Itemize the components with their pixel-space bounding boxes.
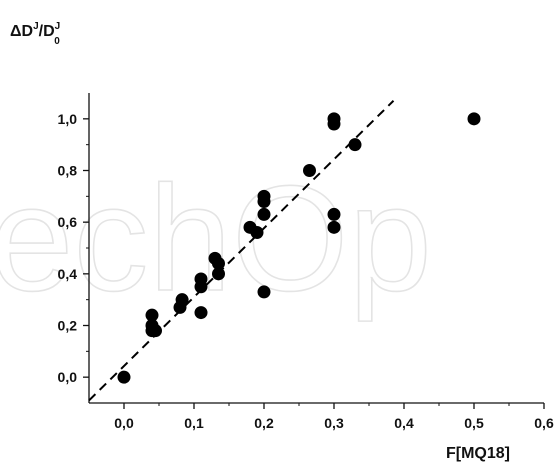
data-point: [257, 285, 271, 299]
data-point: [194, 306, 208, 320]
data-point: [149, 324, 162, 338]
y-axis-title-mid: /D: [39, 23, 55, 40]
data-point: [212, 267, 225, 281]
x-tick-label: 0,0: [114, 415, 134, 431]
y-axis-title-sup1: J: [33, 21, 39, 32]
data-point: [327, 207, 341, 221]
y-axis-title-sup2: J: [55, 21, 61, 32]
x-tick-label: 0,5: [464, 415, 484, 431]
y-tick-label: 1,0: [58, 111, 78, 127]
y-axis-title-sub: 0: [54, 36, 60, 47]
x-tick-label: 0,2: [254, 415, 274, 431]
data-point: [194, 272, 208, 286]
y-tick-label: 0,2: [58, 318, 78, 334]
data-point: [257, 195, 271, 208]
x-tick-label: 0,4: [394, 415, 414, 431]
y-tick-label: 0,4: [58, 266, 78, 282]
watermark-text: echOp: [0, 154, 432, 322]
y-axis-title-base: ΔD: [10, 23, 33, 40]
data-point: [303, 164, 316, 177]
y-axis-title: ΔDJ/DJ 0: [10, 21, 60, 47]
ticks: 0,0 0,1 0,2 0,3 0,4 0,5 0,6 0,0 0,2 0,4 0,6 0,8 1,0: [58, 111, 554, 431]
data-point: [257, 207, 271, 221]
data-point: [212, 257, 225, 270]
fit-line-group: [88, 100, 395, 402]
data-point: [250, 226, 264, 239]
data-point: [327, 117, 341, 131]
data-point: [467, 112, 481, 126]
data-point: [145, 308, 159, 322]
y-tick-label: 0,0: [58, 369, 78, 385]
data-point: [175, 293, 189, 307]
x-axis-title: F[MQ18]: [446, 445, 510, 462]
x-tick-label: 0,3: [324, 415, 344, 431]
fit-line: [88, 100, 395, 402]
y-tick-label: 0,8: [58, 163, 78, 179]
y-tick-label: 0,6: [58, 214, 78, 230]
data-point: [117, 370, 131, 384]
data-point: [348, 138, 362, 152]
x-tick-label: 0,1: [184, 415, 204, 431]
points-group: [117, 112, 481, 384]
x-tick-label: 0,6: [534, 415, 554, 431]
data-point: [327, 220, 341, 234]
